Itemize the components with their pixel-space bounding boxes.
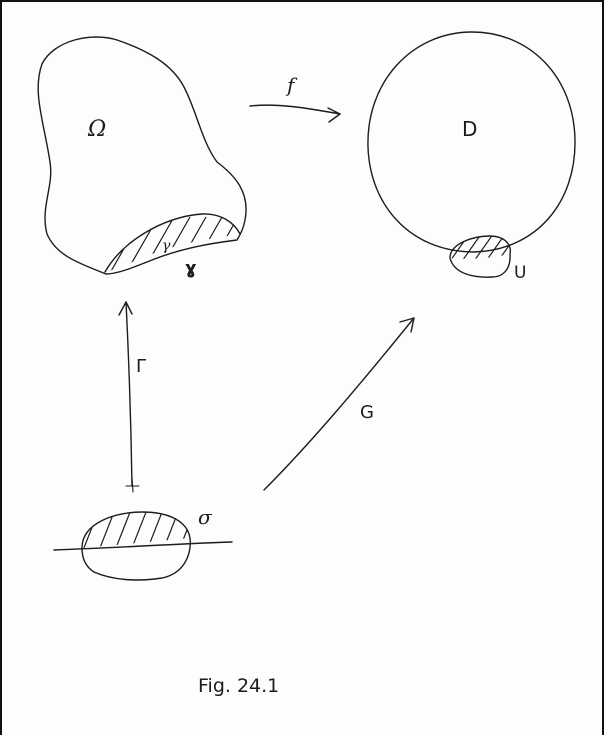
u-region-outline bbox=[449, 235, 511, 278]
g-arrow bbox=[263, 317, 415, 491]
g-arrowhead bbox=[399, 317, 415, 333]
f-arrow bbox=[249, 104, 341, 115]
gamma-vee-label: ɣ bbox=[185, 258, 197, 279]
omega-domain-outline bbox=[37, 36, 247, 275]
disc-d-outline bbox=[367, 31, 576, 253]
sigma-label: σ bbox=[198, 505, 213, 529]
figure-caption: Fig. 24.1 bbox=[198, 675, 279, 697]
u-label: U bbox=[514, 263, 526, 283]
gamma-small-label: γ bbox=[162, 238, 171, 254]
sigma-region-outline bbox=[81, 511, 191, 581]
gamma-label: Γ bbox=[136, 356, 146, 377]
omega-boundary-arc bbox=[104, 213, 241, 273]
f-arrowhead bbox=[327, 107, 341, 123]
d-label: D bbox=[462, 117, 477, 141]
gamma-arrow bbox=[125, 301, 133, 487]
g-label: G bbox=[360, 402, 374, 423]
gamma-arrow-tail-cross bbox=[125, 477, 140, 493]
real-axis-line bbox=[53, 541, 233, 551]
gamma-arrowhead bbox=[118, 301, 133, 316]
sigma-hatch bbox=[82, 512, 190, 548]
omega-label: Ω bbox=[87, 117, 106, 142]
f-label: f bbox=[285, 73, 298, 97]
